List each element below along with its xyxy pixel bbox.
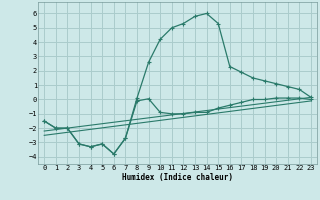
X-axis label: Humidex (Indice chaleur): Humidex (Indice chaleur) [122,173,233,182]
